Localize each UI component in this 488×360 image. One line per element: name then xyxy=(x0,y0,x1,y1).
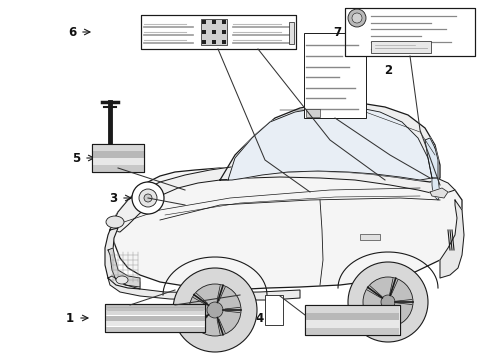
Bar xyxy=(105,321,204,327)
Bar xyxy=(221,30,225,34)
Circle shape xyxy=(362,277,412,327)
Bar xyxy=(105,327,204,332)
Bar xyxy=(92,144,143,151)
Bar xyxy=(201,20,205,24)
Bar xyxy=(370,41,430,53)
Circle shape xyxy=(189,284,241,336)
Polygon shape xyxy=(108,276,299,300)
Text: 2: 2 xyxy=(383,63,391,77)
Polygon shape xyxy=(110,161,454,232)
Bar xyxy=(140,15,295,49)
Bar xyxy=(92,144,143,172)
Bar xyxy=(92,151,143,158)
Circle shape xyxy=(132,182,163,214)
Bar xyxy=(288,22,293,44)
Bar xyxy=(105,304,204,332)
Bar xyxy=(105,310,204,315)
Bar xyxy=(211,30,215,34)
Circle shape xyxy=(206,302,223,318)
Circle shape xyxy=(139,189,157,207)
Bar xyxy=(305,320,398,328)
Bar xyxy=(92,144,143,172)
Bar xyxy=(140,15,295,49)
Bar xyxy=(201,40,205,44)
Text: 7: 7 xyxy=(332,26,340,39)
Bar xyxy=(92,158,143,165)
Circle shape xyxy=(351,13,361,23)
Circle shape xyxy=(380,295,394,309)
Polygon shape xyxy=(220,103,439,182)
Ellipse shape xyxy=(116,276,128,284)
Bar xyxy=(105,304,204,310)
Text: 1: 1 xyxy=(66,311,74,324)
Bar xyxy=(200,19,226,45)
Bar xyxy=(211,20,215,24)
Bar xyxy=(264,295,283,325)
Bar xyxy=(221,40,225,44)
Bar xyxy=(305,305,398,312)
Polygon shape xyxy=(424,138,437,178)
Polygon shape xyxy=(105,228,140,289)
Bar xyxy=(304,305,399,335)
Bar xyxy=(221,20,225,24)
Circle shape xyxy=(347,9,365,27)
Text: 6: 6 xyxy=(68,26,76,39)
Bar xyxy=(359,234,379,240)
Bar xyxy=(345,8,474,56)
Polygon shape xyxy=(227,107,431,180)
Bar xyxy=(105,315,204,321)
Bar xyxy=(305,313,398,320)
Circle shape xyxy=(347,262,427,342)
Polygon shape xyxy=(429,188,447,198)
Bar xyxy=(305,108,319,117)
Text: 4: 4 xyxy=(255,311,264,324)
Bar xyxy=(211,40,215,44)
Circle shape xyxy=(143,194,152,202)
Text: 3: 3 xyxy=(109,192,117,204)
Bar xyxy=(345,8,474,56)
Ellipse shape xyxy=(106,216,124,228)
Circle shape xyxy=(173,268,257,352)
Bar xyxy=(304,305,399,335)
Text: 5: 5 xyxy=(72,152,80,165)
Bar xyxy=(105,304,204,332)
Bar xyxy=(305,328,398,335)
Polygon shape xyxy=(431,178,439,200)
Bar xyxy=(201,30,205,34)
Polygon shape xyxy=(108,248,140,287)
Bar xyxy=(92,165,143,172)
Polygon shape xyxy=(110,168,461,289)
Polygon shape xyxy=(439,200,463,278)
Bar xyxy=(304,32,365,117)
